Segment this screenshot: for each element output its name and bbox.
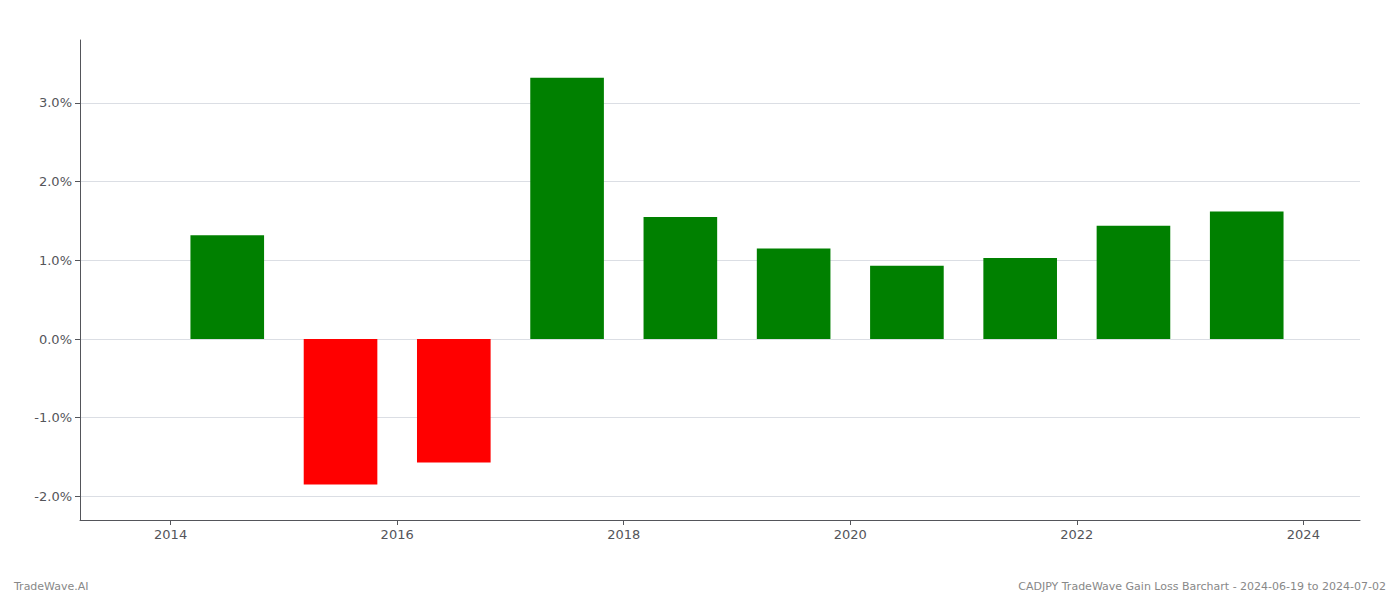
svg-text:TradeWave.AI: TradeWave.AI (13, 580, 89, 593)
svg-text:2020: 2020 (834, 527, 867, 542)
svg-text:2016: 2016 (381, 527, 414, 542)
svg-text:0.0%: 0.0% (39, 332, 72, 347)
svg-text:-2.0%: -2.0% (34, 489, 72, 504)
svg-text:2.0%: 2.0% (39, 174, 72, 189)
svg-text:CADJPY TradeWave Gain Loss Bar: CADJPY TradeWave Gain Loss Barchart - 20… (1018, 580, 1386, 593)
svg-text:2014: 2014 (154, 527, 187, 542)
svg-text:3.0%: 3.0% (39, 95, 72, 110)
svg-text:2022: 2022 (1060, 527, 1093, 542)
svg-text:1.0%: 1.0% (39, 253, 72, 268)
svg-text:2024: 2024 (1287, 527, 1320, 542)
svg-text:2018: 2018 (607, 527, 640, 542)
svg-text:-1.0%: -1.0% (34, 410, 72, 425)
